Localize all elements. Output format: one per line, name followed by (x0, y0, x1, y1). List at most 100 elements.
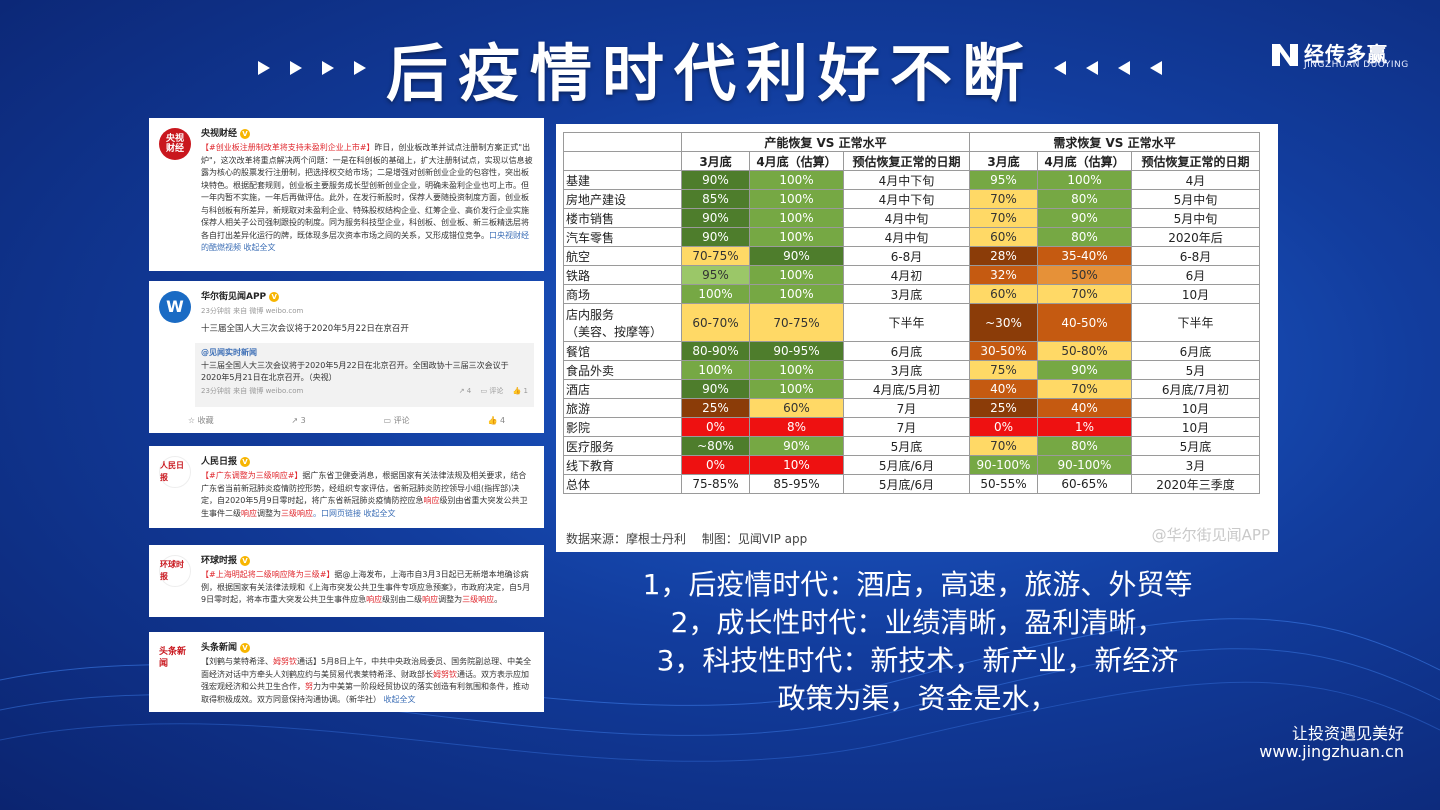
verified-icon: V (240, 556, 251, 566)
table-cell: 90-100% (969, 455, 1038, 475)
post-body: 【#创业板注册制改革将支持未盈利企业上市#】昨日，创业板改革并试点注册制方案正式… (201, 142, 534, 255)
table-cell: 2020年三季度 (1131, 474, 1260, 494)
table-cell: 60% (969, 227, 1038, 247)
table-cell: 10月 (1131, 284, 1260, 304)
post-hashtag[interactable]: 【#广东调整为三级响应#】 (201, 471, 303, 480)
table-cell: 90% (1037, 360, 1132, 380)
table-cell: 90-100% (1037, 455, 1132, 475)
row-category: 餐馆 (563, 341, 682, 361)
table-cell: 3月 (1131, 455, 1260, 475)
quoted-account[interactable]: @见闻实时新闻 (201, 348, 257, 357)
footer-url[interactable]: www.jingzhuan.cn (1259, 742, 1404, 761)
verified-icon: V (240, 457, 251, 467)
arrow-right-icons (257, 61, 366, 75)
table-cell: 100% (1037, 170, 1132, 190)
table-cell: 90% (749, 436, 844, 456)
brand-logo: 经传多赢 JINGZHUAN DUOYING (1270, 38, 1410, 72)
row-category: 铁路 (563, 265, 682, 285)
table-cell: 6月底 (1131, 341, 1260, 361)
table-row: 酒店 90% 100% 4月底/5月初 40% 70% 6月底/7月初 (563, 379, 1260, 399)
table-cell: 95% (681, 265, 750, 285)
table-cell: 5月中旬 (1131, 208, 1260, 228)
table-cell: 2020年后 (1131, 227, 1260, 247)
col-header: 4月底（估算） (749, 151, 844, 171)
table-cell: 5月底 (843, 436, 970, 456)
post-hashtag[interactable]: 【#创业板注册制改革将支持未盈利企业上市#】 (201, 143, 375, 152)
table-cell: 100% (749, 360, 844, 380)
avatar: 环球时报 (159, 555, 191, 587)
table-cell: 下半年 (1131, 303, 1260, 342)
table-cell: 70% (969, 208, 1038, 228)
post-meta: 23分钟前 来自 微博 weibo.com (201, 307, 304, 315)
recovery-table-panel: 产能恢复 VS 正常水平 需求恢复 VS 正常水平 3月底 4月底（估算） 预估… (556, 124, 1278, 552)
post-link[interactable]: 收起全文 (383, 694, 416, 704)
table-row: 旅游 25% 60% 7月 25% 40% 10月 (563, 398, 1260, 418)
row-category: 店内服务 （美容、按摩等） (563, 303, 682, 342)
logo-mark-icon (1272, 44, 1298, 66)
table-cell: 100% (749, 227, 844, 247)
table-cell: 80% (1037, 189, 1132, 209)
source-note: 数据来源：摩根士丹利 制图：见闻VIP app (566, 532, 808, 546)
table-cell: 4月中旬 (843, 208, 970, 228)
page-title: 后疫情时代利好不断 (385, 37, 1034, 110)
table-cell: 70-75% (749, 303, 844, 342)
row-category: 商场 (563, 284, 682, 304)
table-cell: 4月 (1131, 170, 1260, 190)
table-cell: 5月底/6月 (843, 455, 970, 475)
quoted-comment-button[interactable]: ▭ 评论 (480, 386, 504, 395)
title-bar: 后疫情时代利好不断 (215, 28, 1205, 110)
post-link[interactable]: 口央视财经的酷燃视频 收起全文 (201, 230, 529, 253)
logo-subtitle: JINGZHUAN DUOYING (1304, 60, 1409, 70)
table-cell: 28% (969, 246, 1038, 266)
table-row: 航空 70-75% 90% 6-8月 28% 35-40% 6-8月 (563, 246, 1260, 266)
post-text: 十三届全国人大三次会议将于2020年5月22日在京召开 (201, 324, 409, 334)
table-group-header: 产能恢复 VS 正常水平 需求恢复 VS 正常水平 (563, 132, 1260, 152)
table-cell: 60-70% (681, 303, 750, 342)
table-row: 铁路 95% 100% 4月初 32% 50% 6月 (563, 265, 1260, 285)
table-cell: ~30% (969, 303, 1038, 342)
table-cell: 6-8月 (1131, 246, 1260, 266)
post-body: 【#上海明起将二级响应降为三级#】据@上海发布，上海市自3月3日起已无新增本地确… (201, 570, 531, 604)
table-cell: 6月 (1131, 265, 1260, 285)
repost-button[interactable]: ↗ 3 (291, 415, 306, 425)
row-category: 楼市销售 (563, 208, 682, 228)
post-hashtag[interactable]: 【#上海明起将二级响应降为三级#】 (201, 570, 335, 579)
table-cell: 10月 (1131, 417, 1260, 437)
table-cell: 4月底/5月初 (843, 379, 970, 399)
table-cell: 下半年 (843, 303, 970, 342)
table-row: 汽车零售 90% 100% 4月中旬 60% 80% 2020年后 (563, 227, 1260, 247)
quoted-post: @见闻实时新闻 十三届全国人大三次会议将于2020年5月22日在北京召开。全国政… (195, 343, 534, 407)
like-button[interactable]: 👍 4 (487, 415, 506, 425)
comment-button[interactable]: ▭ 评论 (383, 415, 410, 425)
table-cell: 85-95% (749, 474, 844, 494)
table-cell: 100% (749, 265, 844, 285)
col-header: 预估恢复正常的日期 (1131, 151, 1260, 171)
table-cell: 95% (969, 170, 1038, 190)
news-card-wallstreetcn: W 华尔街见闻APP V 23分钟前 来自 微博 weibo.com 十三届全国人… (149, 281, 544, 433)
table-cell: 5月 (1131, 360, 1260, 380)
table-row: 店内服务 （美容、按摩等） 60-70% 70-75% 下半年 ~30% 40-50% 下半年 (563, 303, 1260, 342)
watermark: @华尔街见闻APP (1151, 526, 1270, 544)
table-cell: 60% (749, 398, 844, 418)
table-cell: 10% (749, 455, 844, 475)
avatar: 头条新闻 (159, 642, 191, 674)
avatar: 央视财经 (159, 128, 191, 160)
post-link[interactable]: 。口网页链接 收起全文 (313, 508, 396, 518)
table-cell: 100% (681, 360, 750, 380)
row-category: 影院 (563, 417, 682, 437)
quoted-like-button[interactable]: 👍 1 (512, 386, 528, 395)
verified-icon: V (269, 292, 280, 302)
quoted-actions: ↗ 4 ▭ 评论 👍 1 (459, 385, 528, 398)
verified-icon: V (240, 643, 251, 653)
quoted-text: 十三届全国人大三次会议将于2020年5月22日在北京召开。全国政协十三届三次会议… (201, 360, 509, 383)
col-header: 3月底 (681, 151, 750, 171)
arrow-left-icons (1054, 61, 1162, 75)
favorite-button[interactable]: ☆ 收藏 (187, 415, 214, 425)
table-cell: 90% (681, 170, 750, 190)
row-category: 酒店 (563, 379, 682, 399)
quoted-repost-button[interactable]: ↗ 4 (458, 386, 472, 395)
key-point: 政策为渠，资金是水， (777, 682, 1058, 715)
table-cell: 4月初 (843, 265, 970, 285)
col-header: 预估恢复正常的日期 (843, 151, 970, 171)
table-cell: 70% (969, 436, 1038, 456)
